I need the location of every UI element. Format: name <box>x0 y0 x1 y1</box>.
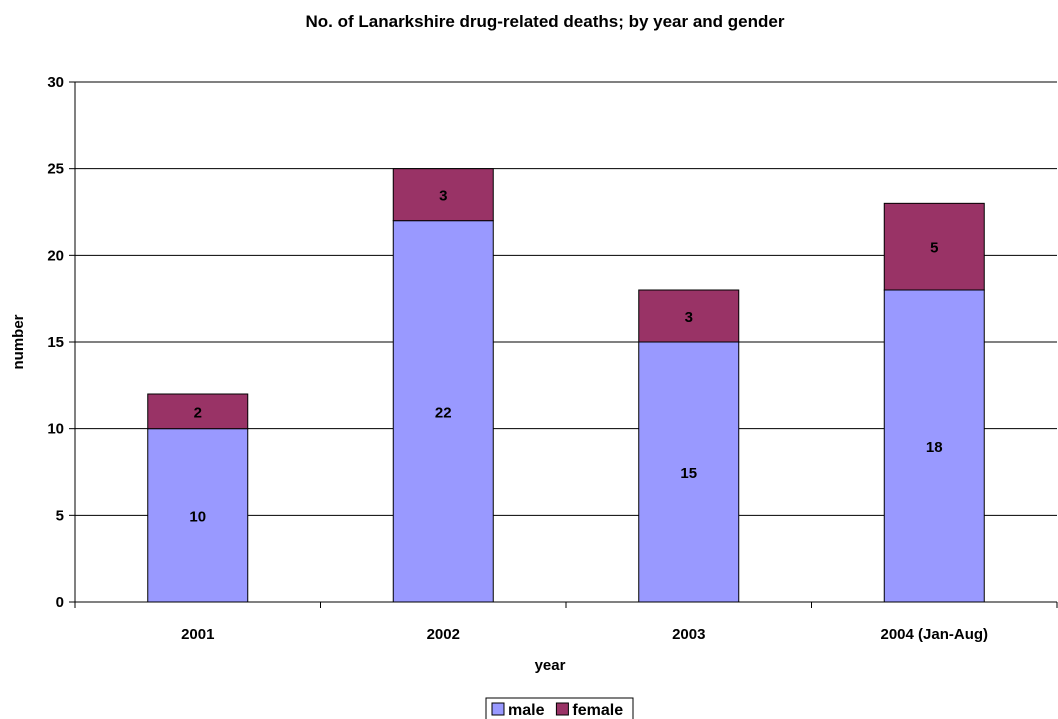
legend-label-female: female <box>572 702 623 719</box>
legend-swatch-female <box>555 702 569 716</box>
data-label-female: 3 <box>685 309 693 326</box>
y-tick-label: 10 <box>47 421 64 438</box>
data-label-male: 22 <box>435 404 452 421</box>
data-label-female: 3 <box>439 188 447 205</box>
y-axis-label: number <box>10 314 27 369</box>
legend-label-male: male <box>508 702 545 719</box>
x-tick-label: 2003 <box>672 626 705 643</box>
y-tick-label: 30 <box>47 74 64 91</box>
bar-segment-female <box>883 202 985 291</box>
x-tick-label: 2002 <box>427 626 460 643</box>
y-tick-label: 20 <box>47 247 64 264</box>
legend: male female <box>485 697 634 719</box>
data-label-male: 10 <box>189 508 206 525</box>
y-tick-label: 25 <box>47 161 64 178</box>
y-tick-label: 0 <box>56 594 64 611</box>
bar-segment-female <box>638 289 740 343</box>
legend-swatch-male <box>491 702 505 716</box>
bar-segment-female <box>392 168 494 222</box>
bar-segment-female <box>147 393 249 430</box>
data-label-male: 18 <box>926 439 943 456</box>
bar-segment-male <box>883 289 985 603</box>
data-label-male: 15 <box>680 465 697 482</box>
x-tick-label: 2001 <box>181 626 214 643</box>
x-tick-label: 2004 (Jan-Aug) <box>880 626 988 643</box>
data-label-female: 5 <box>930 240 938 257</box>
bar-segment-male <box>392 220 494 603</box>
y-tick-label: 15 <box>47 334 64 351</box>
x-axis-label: year <box>535 657 566 674</box>
chart-title: No. of Lanarkshire drug-related deaths; … <box>306 12 785 31</box>
data-label-female: 2 <box>194 404 202 421</box>
bar-segment-male <box>638 341 740 603</box>
y-tick-label: 5 <box>56 507 64 524</box>
